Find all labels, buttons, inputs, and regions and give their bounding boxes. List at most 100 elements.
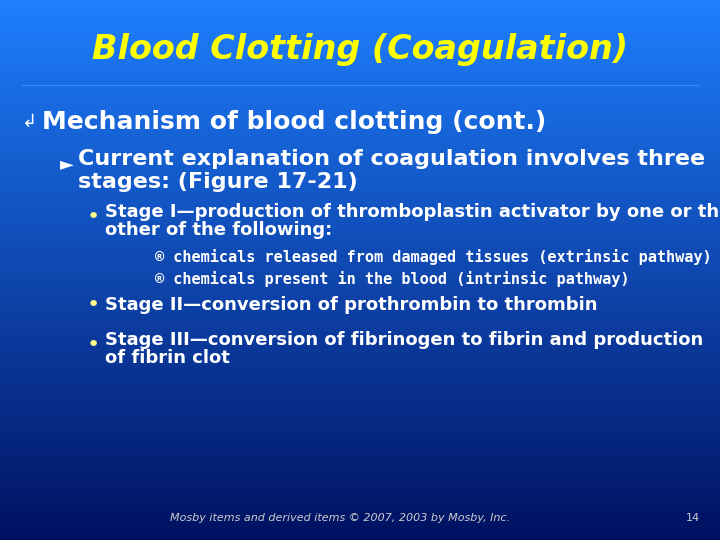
Bar bbox=[0, 340, 720, 343]
Bar bbox=[0, 224, 720, 227]
Bar bbox=[0, 262, 720, 265]
Bar bbox=[0, 305, 720, 308]
Bar bbox=[0, 259, 720, 262]
Bar bbox=[0, 427, 720, 429]
Bar bbox=[0, 197, 720, 200]
Bar bbox=[0, 362, 720, 364]
Bar bbox=[0, 418, 720, 421]
Bar bbox=[0, 165, 720, 167]
Text: •: • bbox=[86, 335, 99, 355]
Bar bbox=[0, 437, 720, 440]
Bar bbox=[0, 92, 720, 94]
Bar bbox=[0, 335, 720, 338]
Bar bbox=[0, 351, 720, 354]
Bar bbox=[0, 518, 720, 521]
Bar bbox=[0, 246, 720, 248]
Text: other of the following:: other of the following: bbox=[105, 221, 332, 239]
Bar bbox=[0, 332, 720, 335]
Bar bbox=[0, 405, 720, 408]
Bar bbox=[0, 35, 720, 38]
Bar bbox=[0, 494, 720, 497]
Bar bbox=[0, 510, 720, 513]
Bar bbox=[0, 265, 720, 267]
Bar bbox=[0, 130, 720, 132]
Bar bbox=[0, 502, 720, 505]
Bar bbox=[0, 19, 720, 22]
Bar bbox=[0, 240, 720, 243]
Bar bbox=[0, 132, 720, 135]
Bar bbox=[0, 448, 720, 451]
Bar bbox=[0, 73, 720, 76]
Bar bbox=[0, 281, 720, 284]
Bar bbox=[0, 324, 720, 327]
Bar bbox=[0, 513, 720, 516]
Bar bbox=[0, 54, 720, 57]
Bar bbox=[0, 116, 720, 119]
Bar bbox=[0, 529, 720, 532]
Bar bbox=[0, 516, 720, 518]
Bar bbox=[0, 273, 720, 275]
Bar bbox=[0, 51, 720, 54]
Bar bbox=[0, 343, 720, 346]
Text: Stage I—production of thromboplastin activator by one or the: Stage I—production of thromboplastin act… bbox=[105, 203, 720, 221]
Text: stages: (Figure 17-21): stages: (Figure 17-21) bbox=[78, 172, 358, 192]
Bar bbox=[0, 103, 720, 105]
Bar bbox=[0, 394, 720, 397]
Bar bbox=[0, 416, 720, 418]
Bar bbox=[0, 421, 720, 424]
Bar bbox=[0, 76, 720, 78]
Bar bbox=[0, 275, 720, 278]
Bar bbox=[0, 289, 720, 292]
Text: Current explanation of coagulation involves three: Current explanation of coagulation invol… bbox=[78, 149, 705, 169]
Bar bbox=[0, 367, 720, 370]
Bar bbox=[0, 127, 720, 130]
Bar bbox=[0, 446, 720, 448]
Bar bbox=[0, 186, 720, 189]
Bar bbox=[0, 456, 720, 459]
Bar bbox=[0, 89, 720, 92]
Bar bbox=[0, 202, 720, 205]
Bar bbox=[0, 230, 720, 232]
Bar bbox=[0, 302, 720, 305]
Bar bbox=[0, 159, 720, 162]
Bar bbox=[0, 219, 720, 221]
Bar bbox=[0, 11, 720, 14]
Bar bbox=[0, 84, 720, 86]
Bar bbox=[0, 346, 720, 348]
Bar bbox=[0, 254, 720, 256]
Bar bbox=[0, 424, 720, 427]
Bar bbox=[0, 8, 720, 11]
Bar bbox=[0, 410, 720, 413]
Bar bbox=[0, 59, 720, 62]
Bar bbox=[0, 170, 720, 173]
Bar bbox=[0, 475, 720, 478]
Bar bbox=[0, 535, 720, 537]
Bar bbox=[0, 313, 720, 316]
Bar bbox=[0, 251, 720, 254]
Bar bbox=[0, 440, 720, 443]
Bar bbox=[0, 135, 720, 138]
Bar bbox=[0, 483, 720, 486]
Bar bbox=[0, 113, 720, 116]
Bar bbox=[0, 227, 720, 229]
Bar bbox=[0, 478, 720, 481]
Bar bbox=[0, 157, 720, 159]
Bar bbox=[0, 162, 720, 165]
Bar bbox=[0, 348, 720, 351]
Bar bbox=[0, 464, 720, 467]
Bar bbox=[0, 43, 720, 46]
Bar bbox=[0, 27, 720, 30]
Bar bbox=[0, 243, 720, 246]
Bar bbox=[0, 46, 720, 49]
Bar bbox=[0, 30, 720, 32]
Bar bbox=[0, 373, 720, 375]
Bar bbox=[0, 327, 720, 329]
Bar bbox=[0, 146, 720, 148]
Bar bbox=[0, 108, 720, 111]
Bar bbox=[0, 481, 720, 483]
Bar bbox=[0, 297, 720, 300]
Bar bbox=[0, 24, 720, 27]
Bar bbox=[0, 208, 720, 211]
Bar bbox=[0, 22, 720, 24]
Bar bbox=[0, 97, 720, 100]
